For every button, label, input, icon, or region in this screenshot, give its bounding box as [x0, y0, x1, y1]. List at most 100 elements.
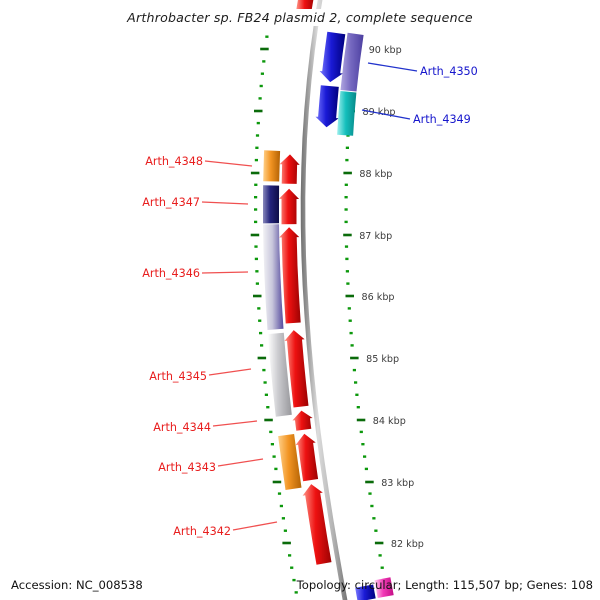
minor-tick — [345, 270, 349, 273]
gene-glyph[interactable] — [284, 330, 309, 408]
figure-title: Arthrobacter sp. FB24 plasmid 2, complet… — [121, 9, 479, 26]
gene-label-arth_4343[interactable]: Arth_4343 — [158, 461, 216, 474]
minor-tick — [290, 566, 294, 569]
gene-label-arth_4342[interactable]: Arth_4342 — [173, 525, 231, 538]
major-tick — [254, 109, 263, 113]
gene-arth_4347[interactable] — [263, 185, 280, 224]
major-tick — [356, 418, 366, 422]
label-leader-line — [361, 109, 411, 120]
gene-arth_4350[interactable] — [340, 32, 364, 92]
gene-label-arth_4348[interactable]: Arth_4348 — [145, 155, 203, 168]
minor-tick — [254, 196, 258, 199]
gene-arth_4344[interactable] — [292, 410, 313, 431]
gene-glyph[interactable] — [355, 584, 376, 600]
gene-arth_4342[interactable] — [302, 484, 332, 565]
label-leader-line — [367, 62, 418, 72]
minor-tick — [364, 467, 368, 471]
gene-label-arth_4344[interactable]: Arth_4344 — [153, 421, 211, 434]
minor-tick — [354, 381, 358, 384]
minor-tick — [269, 430, 273, 434]
minor-tick — [260, 344, 264, 347]
minor-tick — [274, 467, 278, 471]
minor-tick — [378, 554, 382, 557]
label-leader-line — [217, 458, 264, 467]
minor-tick — [345, 146, 349, 149]
minor-tick — [349, 331, 353, 335]
major-tick — [345, 294, 354, 298]
topology-summary-text: Topology: circular; Length: 115,507 bp; … — [296, 578, 593, 592]
minor-tick — [259, 331, 263, 335]
minor-tick — [265, 35, 269, 38]
gene-arth_4348[interactable] — [263, 150, 281, 182]
minor-tick — [258, 97, 262, 100]
major-tick — [257, 356, 267, 360]
minor-tick — [352, 368, 356, 372]
major-tick — [253, 294, 262, 298]
gene-glyph[interactable] — [315, 85, 339, 128]
minor-tick — [254, 220, 258, 224]
label-leader-line — [201, 201, 249, 205]
minor-tick — [380, 566, 384, 569]
minor-tick — [345, 158, 349, 162]
label-leader-line — [208, 368, 252, 376]
minor-tick — [346, 282, 350, 285]
major-tick — [260, 47, 269, 51]
plasmid-backbone — [300, 0, 348, 600]
gene-arth_4343[interactable] — [278, 434, 302, 490]
gene-label-arth_4350[interactable]: Arth_4350 — [420, 65, 478, 78]
gene-label-arth_4345[interactable]: Arth_4345 — [149, 370, 207, 383]
minor-tick — [257, 307, 261, 310]
minor-tick — [262, 368, 266, 372]
accession-text: Accession: NC_008538 — [11, 578, 143, 592]
minor-tick — [356, 406, 360, 409]
minor-tick — [254, 208, 258, 211]
major-tick — [250, 233, 260, 237]
minor-tick — [348, 319, 352, 322]
minor-tick — [292, 578, 296, 582]
gene-label-arth_4347[interactable]: Arth_4347 — [142, 196, 200, 209]
gene-glyph[interactable] — [319, 31, 346, 83]
minor-tick — [283, 529, 287, 532]
axis-tick-label: 89 kbp — [363, 107, 396, 118]
axis-tick-label: 85 kbp — [366, 354, 399, 365]
gene-glyph[interactable] — [295, 433, 319, 482]
major-tick — [250, 171, 260, 175]
gene-label-arth_4346[interactable]: Arth_4346 — [142, 267, 200, 280]
minor-tick — [355, 393, 359, 396]
major-tick — [350, 356, 359, 360]
gene-glyph[interactable] — [278, 188, 300, 225]
minor-tick — [254, 257, 258, 261]
minor-tick — [344, 245, 349, 248]
minor-tick — [372, 517, 376, 520]
minor-tick — [259, 84, 263, 88]
minor-tick — [256, 121, 260, 125]
minor-tick — [266, 406, 270, 409]
minor-tick — [350, 344, 354, 347]
gene-glyph[interactable] — [374, 577, 394, 598]
major-tick — [343, 171, 352, 175]
axis-tick-label: 84 kbp — [373, 416, 406, 427]
minor-tick — [345, 257, 349, 261]
minor-tick — [288, 554, 292, 557]
minor-tick — [344, 208, 348, 211]
label-leader-line — [232, 521, 278, 531]
gene-arth_4345[interactable] — [267, 332, 292, 417]
minor-tick — [254, 245, 258, 248]
minor-tick — [260, 72, 264, 75]
label-leader-line — [201, 271, 249, 274]
gene-glyph[interactable] — [279, 227, 301, 324]
gene-arth_4349[interactable] — [337, 91, 357, 136]
major-tick — [343, 233, 352, 237]
minor-tick — [255, 134, 260, 137]
major-tick — [282, 541, 291, 545]
gene-arth_4346[interactable] — [263, 224, 284, 330]
minor-tick — [258, 319, 262, 322]
gene-label-arth_4349[interactable]: Arth_4349 — [413, 113, 471, 126]
axis-tick-label: 88 kbp — [359, 169, 392, 180]
minor-tick — [281, 517, 285, 520]
minor-tick — [344, 183, 348, 186]
label-leader-line — [204, 160, 253, 167]
gene-glyph[interactable] — [279, 154, 300, 184]
